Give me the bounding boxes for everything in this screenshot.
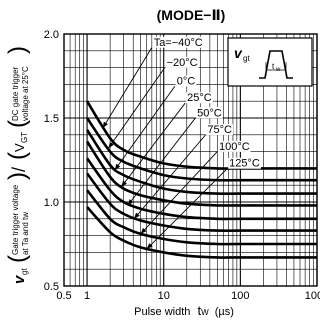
series-line-4 xyxy=(86,157,317,221)
y-label-left-paren-open: ( xyxy=(4,255,31,263)
y-tick-label: 0.5 xyxy=(44,281,59,293)
pulse-inset: v gt t w xyxy=(227,37,313,87)
x-tick-label: 0.5 xyxy=(56,290,71,302)
leader-arrowhead-5 xyxy=(134,212,140,219)
curves xyxy=(85,100,317,259)
x-axis-label-sub: W xyxy=(201,308,209,317)
leader-arrowhead-7 xyxy=(146,243,153,250)
y-label-right-paren-open-2: ( xyxy=(4,120,31,128)
series-line-1 xyxy=(86,117,317,182)
curve-label-bg-6 xyxy=(217,140,251,152)
leader-line-1 xyxy=(108,67,165,149)
curve-label-bg-4 xyxy=(196,107,223,119)
curve-label-7: 125°C xyxy=(229,158,260,170)
curve-label-bg-7 xyxy=(228,157,261,169)
y-label-left-line2: at Ta and tw xyxy=(21,212,30,255)
y-label-right-paren-close: ) xyxy=(4,46,31,54)
inset-symbol: v xyxy=(234,45,243,61)
inset-tw-label: t xyxy=(272,62,275,71)
curve-labels: Ta=−40°C −20°C 0°C 25°C 50°C 75°C 100°C 125°C xyxy=(152,36,261,170)
leaders xyxy=(102,47,228,250)
y-label-slash: / xyxy=(9,167,29,172)
plot-frame xyxy=(63,33,318,287)
leader-line-2 xyxy=(114,86,176,171)
curve-label-5: 75°C xyxy=(207,124,232,136)
y-label-right-line1: DC gate trigger xyxy=(11,66,20,121)
curve-label-6: 100°C xyxy=(219,141,250,153)
y-label-right-paren-open: ( xyxy=(4,152,31,160)
inset-pulse xyxy=(259,50,293,79)
x-tick-label: 1000 xyxy=(305,290,320,302)
chart-title: (MODE−Ⅱ) xyxy=(157,7,226,23)
leader-line-7 xyxy=(146,168,228,250)
leader-arrowhead-2 xyxy=(114,163,121,171)
x-tick-label: 10 xyxy=(158,290,170,302)
x-tick-label: 100 xyxy=(231,290,249,302)
y-tick-label: 2.0 xyxy=(44,29,59,41)
y-label-left-symbol: v xyxy=(11,274,28,284)
leader-arrowhead-4 xyxy=(127,199,134,206)
leader-line-6 xyxy=(140,151,218,235)
y-tick-label: 1.0 xyxy=(44,197,59,209)
curve-label-bg-1 xyxy=(165,56,199,68)
leader-arrowhead-6 xyxy=(140,227,147,234)
x-axis-label-text: Pulse width xyxy=(134,306,190,318)
y-label-right-line2: voltage at 25°C xyxy=(21,66,30,121)
curve-label-3: 25°C xyxy=(187,92,212,104)
y-label-right-sub: GT xyxy=(20,132,29,143)
curve-label-0: Ta=−40°C xyxy=(154,37,203,49)
inset-tw-sub: w xyxy=(275,67,281,73)
curve-label-bg-3 xyxy=(186,92,213,104)
series-line-6 xyxy=(86,189,317,246)
series-line-5 xyxy=(86,172,317,232)
leader-arrowhead-1 xyxy=(108,141,114,149)
curve-label-bg-2 xyxy=(175,75,197,87)
series-line-2 xyxy=(86,129,317,196)
curve-label-1: −20°C xyxy=(167,57,198,69)
tick-labels: 0.5 1 10 100 1000 0.5 1.0 1.5 2.0 xyxy=(44,29,320,302)
curve-label-bg-0 xyxy=(152,36,204,48)
y-label-right-symbol: V xyxy=(12,143,27,152)
y-label-left-line1: Gate trigger voltage xyxy=(11,184,20,255)
curve-label-4: 50°C xyxy=(197,107,222,119)
leader-arrowhead-0 xyxy=(102,121,108,129)
y-tick-label: 1.5 xyxy=(44,113,59,125)
curve-label-bg-5 xyxy=(206,124,233,136)
y-label-left-paren-close: ) xyxy=(4,172,31,180)
inset-sub: gt xyxy=(243,54,250,63)
curve-label-2: 0°C xyxy=(177,75,196,87)
y-label-left-sub: gt xyxy=(20,268,29,275)
leader-line-4 xyxy=(127,118,196,206)
leader-line-5 xyxy=(133,134,206,220)
x-axis-label-unit: (µs) xyxy=(215,306,234,318)
series-line-3 xyxy=(86,140,317,207)
x-axis-label-symbol: t xyxy=(197,303,201,318)
leader-line-0 xyxy=(102,47,153,129)
leader-arrowhead-3 xyxy=(121,180,127,187)
y-axis-label: v gt ( Gate trigger voltage at Ta and tw… xyxy=(4,46,31,284)
leader-line-3 xyxy=(120,102,186,188)
inset-box xyxy=(227,37,313,87)
series-line-7 xyxy=(86,206,317,259)
x-tick-label: 1 xyxy=(84,290,90,302)
x-axis-label: Pulse width tW (µs) xyxy=(134,303,234,318)
